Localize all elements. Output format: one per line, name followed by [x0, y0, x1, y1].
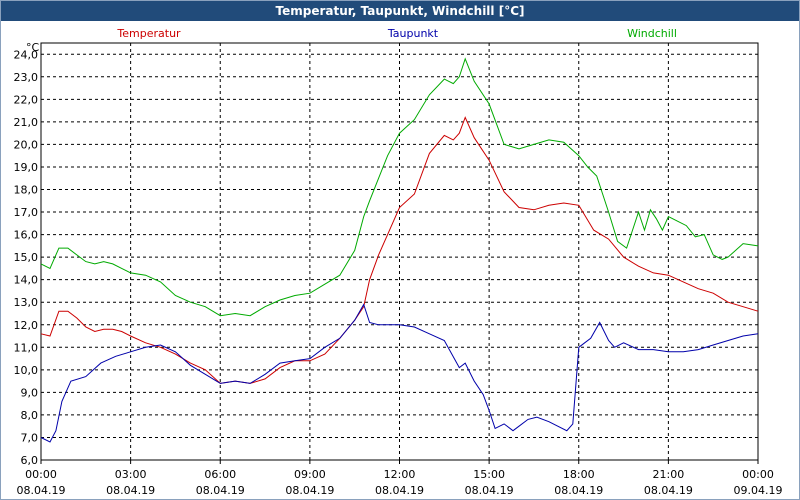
x-tick-date: 08.04.19	[554, 484, 603, 497]
y-axis: 6,0 7,0 8,0 9,0 10,0 11,0 12,0 13,0 14,0 15,0 16,0…	[14, 48, 39, 467]
y-tick-label: 11,0	[14, 341, 39, 354]
series-line-taupunkt	[40, 303, 759, 443]
x-tick-time: 15:00	[473, 468, 505, 481]
y-axis-label: °C	[26, 41, 40, 54]
y-tick-label: 12,0	[14, 319, 39, 332]
y-tick-label: 10,0	[14, 364, 39, 377]
series-lines	[40, 57, 759, 443]
legend-item-taupunkt: Taupunkt	[387, 27, 439, 40]
y-tick-label: 24,0	[14, 48, 39, 61]
y-tick-label: 8,0	[21, 409, 39, 422]
x-tick-date: 08.04.19	[375, 484, 424, 497]
x-tick-time: 00:00	[25, 468, 57, 481]
y-tick-label: 18,0	[14, 184, 39, 197]
y-tick-label: 7,0	[21, 431, 39, 444]
y-tick-label: 19,0	[14, 161, 39, 174]
y-tick-label: 13,0	[14, 296, 39, 309]
y-tick-label: 6,0	[21, 454, 39, 467]
x-tick-time: 21:00	[653, 468, 685, 481]
y-tick-label: 9,0	[21, 386, 39, 399]
y-tick-label: 21,0	[14, 116, 39, 129]
series-line-windchill	[40, 57, 759, 317]
y-tick-label: 17,0	[14, 206, 39, 219]
legend-item-temperatur: Temperatur	[116, 27, 181, 40]
y-tick-label: 16,0	[14, 229, 39, 242]
x-tick-date: 08.04.19	[465, 484, 514, 497]
x-tick-time: 03:00	[115, 468, 147, 481]
y-tick-label: 23,0	[14, 71, 39, 84]
x-tick-date: 08.04.19	[285, 484, 334, 497]
x-axis: 00:00 08.04.19 03:00 08.04.19 06:00 08.04.19 0…	[17, 460, 783, 497]
legend-item-windchill: Windchill	[627, 27, 677, 40]
chart-title: Temperatur, Taupunkt, Windchill [°C]	[1, 1, 799, 21]
x-tick-time: 06:00	[204, 468, 236, 481]
x-tick-time: 18:00	[563, 468, 595, 481]
x-tick-time: 09:00	[294, 468, 326, 481]
legend: Temperatur Taupunkt Windchill	[116, 27, 677, 40]
y-tick-label: 14,0	[14, 274, 39, 287]
x-tick-date: 08.04.19	[644, 484, 693, 497]
y-tick-label: 20,0	[14, 138, 39, 151]
x-tick-time: 12:00	[384, 468, 416, 481]
y-tick-label: 22,0	[14, 93, 39, 106]
series-line-temperatur	[40, 116, 759, 384]
y-tick-label: 15,0	[14, 251, 39, 264]
x-tick-date: 08.04.19	[106, 484, 155, 497]
x-tick-date: 08.04.19	[17, 484, 66, 497]
x-tick-date: 09.04.19	[734, 484, 783, 497]
x-tick-time: 00:00	[742, 468, 774, 481]
x-tick-date: 08.04.19	[196, 484, 245, 497]
